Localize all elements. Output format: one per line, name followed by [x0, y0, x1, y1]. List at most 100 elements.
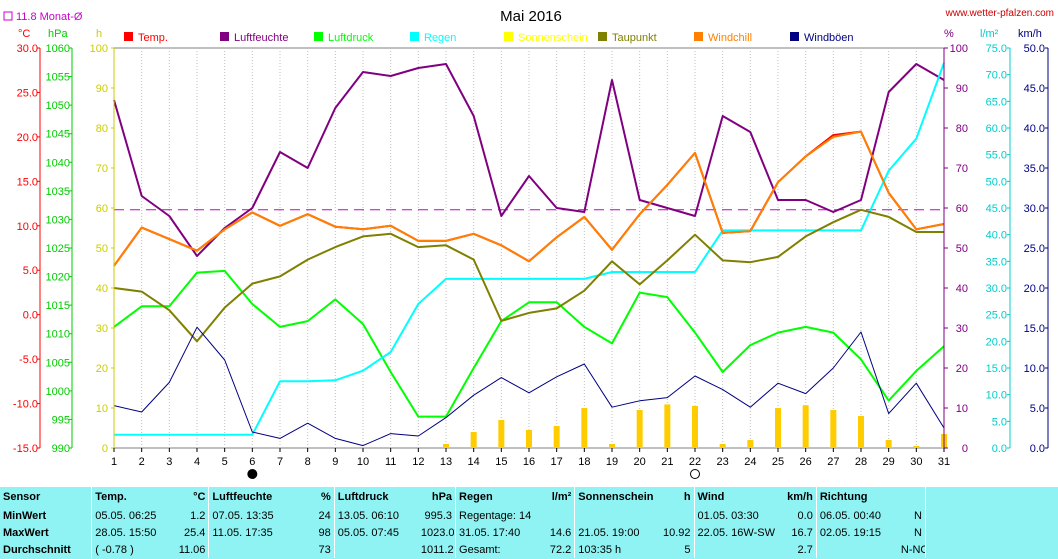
stats-header-sun: Sonnenschein	[574, 487, 659, 507]
stats-header-temp: Temp.	[91, 487, 174, 507]
x-axis: 1 2 3 4 5 6 7 8 9 10 11 12 13 14 15 16 17 18 19 20 21 22 23 24 2…	[111, 448, 950, 468]
x-tick-label: 29	[883, 456, 895, 468]
stats-cell: 02.05. 19:15	[815, 524, 898, 541]
stats-header-press-unit: hPa	[431, 491, 453, 503]
new-moon-icon	[247, 469, 258, 479]
stats-cell: 2.7	[797, 543, 813, 556]
y-tick-label-rain: 45.0	[986, 203, 1007, 215]
legend-label-1: Luftfeuchte	[234, 32, 288, 44]
y-tick-label-temp: 20.0	[17, 132, 38, 144]
y-tick-label-rain: 70.0	[986, 70, 1007, 82]
y-tick-label-rain: 25.0	[986, 310, 1007, 322]
y-tick-label-sun_hours: 90	[96, 83, 108, 95]
y-tick-label-humidity: 90	[956, 83, 968, 95]
y-tick-label-pressure: 1030	[46, 214, 70, 226]
y-tick-label-sun_hours: 30	[96, 323, 108, 335]
x-tick-label: 20	[634, 456, 646, 468]
y-tick-label-temp: -10.0	[13, 399, 38, 411]
y-tick-label-wind: 10.0	[1024, 363, 1045, 375]
legend-swatch-7	[790, 32, 799, 41]
y-tick-label-sun_hours: 80	[96, 123, 108, 135]
legend-swatch-6	[694, 32, 703, 41]
y-tick-label-rain: 15.0	[986, 363, 1007, 375]
x-tick-label: 15	[495, 456, 507, 468]
stats-cell	[333, 541, 418, 558]
moon-markers	[247, 469, 700, 479]
sunshine-bar	[692, 406, 698, 448]
sunshine-bar	[830, 410, 837, 448]
stats-cell: 07.05. 13:35	[208, 507, 296, 524]
series-line-windben	[113, 326, 945, 447]
y-tick-label-rain: 40.0	[986, 230, 1007, 242]
y-tick-label-rain: 60.0	[986, 123, 1007, 135]
series-lines	[113, 62, 945, 447]
stats-cell: 10.92	[663, 526, 691, 539]
y-tick-label-humidity: 20	[956, 363, 968, 375]
stats-header-dir: Richtung	[815, 487, 898, 507]
stats-cell: 31.05. 17:40	[455, 524, 540, 541]
temp-unit-label: °C	[18, 28, 30, 40]
stats-cell: 995.3	[424, 509, 453, 522]
y-tick-label-sun_hours: 10	[96, 403, 108, 415]
sun-unit-label: h	[96, 28, 102, 40]
y-tick-label-pressure: 1005	[46, 357, 70, 369]
legend-swatch-1	[220, 32, 229, 41]
y-tick-label-wind: 50.0	[1024, 43, 1045, 55]
legend-label-5: Taupunkt	[612, 32, 657, 44]
x-tick-label: 18	[578, 456, 590, 468]
stats-row-label: MinWert	[3, 509, 47, 522]
x-tick-label: 5	[222, 456, 228, 468]
stats-header-hum: Luftfeuchte	[208, 487, 296, 507]
y-tick-label-wind: 45.0	[1024, 83, 1045, 95]
y-tick-label-wind: 5.0	[1030, 403, 1045, 415]
sunshine-bar	[526, 430, 532, 448]
legend-label-0: Temp.	[138, 32, 168, 44]
stats-cell: 1.2	[190, 509, 206, 522]
sunshine-bar	[775, 408, 781, 448]
x-tick-label: 25	[772, 456, 784, 468]
stats-row-label: Durchschnitt	[3, 543, 71, 556]
y-tick-label-sun_hours: 50	[96, 243, 108, 255]
stats-cell: 05.05. 07:45	[333, 524, 418, 541]
x-tick-label: 4	[194, 456, 200, 468]
month-avg-marker	[3, 11, 13, 21]
y-tick-label-wind: 25.0	[1024, 243, 1045, 255]
y-tick-label-pressure: 1010	[46, 329, 70, 341]
stats-cell: 16.7	[791, 526, 813, 539]
x-tick-label: 9	[332, 456, 338, 468]
legend-swatch-0	[124, 32, 133, 41]
y-tick-label-wind: 35.0	[1024, 163, 1045, 175]
y-tick-label-temp: 25.0	[17, 87, 38, 99]
series-line-regen	[114, 62, 945, 436]
y-tick-label-rain: 75.0	[986, 43, 1007, 55]
sunshine-bar	[553, 426, 560, 448]
legend-label-4: Sonnenschein	[518, 32, 588, 44]
stats-header-rain-unit: l/m²	[551, 491, 572, 503]
x-tick-label: 11	[385, 456, 396, 468]
legend-label-2: Luftdruck	[328, 32, 374, 44]
stats-cell	[658, 507, 694, 524]
y-tick-label-pressure: 995	[52, 414, 70, 426]
stats-header-press: Luftdruck	[333, 487, 418, 507]
y-tick-label-sun_hours: 0	[102, 443, 108, 455]
stats-cell: 21.05. 19:00	[574, 524, 659, 541]
y-tick-label-temp: -15.0	[13, 443, 38, 455]
y-tick-label-pressure: 1000	[46, 386, 70, 398]
stats-cell: 72.2	[549, 543, 572, 556]
stats-cell: N	[913, 526, 922, 539]
legend-swatch-5	[598, 32, 607, 41]
stats-row-min: MinWert 05.05. 06:25 1.2 07.05. 13:35 24…	[0, 507, 1058, 524]
rain-unit-label: l/m²	[980, 28, 999, 40]
x-tick-label: 17	[551, 456, 563, 468]
y-tick-label-humidity: 50	[956, 243, 968, 255]
stats-cell	[815, 541, 898, 558]
sunshine-bar	[885, 440, 892, 448]
series-line-luftdruck	[113, 269, 945, 418]
website-link[interactable]: www.wetter-pfalzen.com	[945, 8, 1054, 19]
series-line-windchill	[113, 130, 945, 267]
legend-swatch-4	[504, 32, 513, 41]
legend-swatch-2	[314, 32, 323, 41]
sunshine-bar	[858, 416, 864, 448]
stats-cell: 1011.2	[420, 543, 454, 556]
sunshine-bar	[581, 408, 588, 448]
